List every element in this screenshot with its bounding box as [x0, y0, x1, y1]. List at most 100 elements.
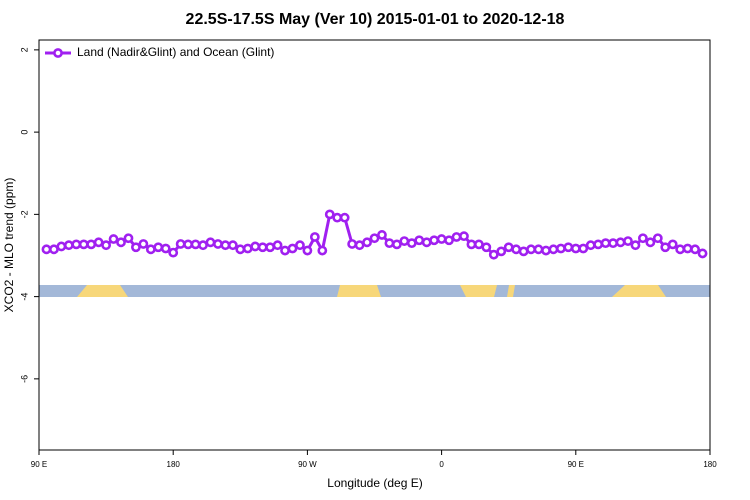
x-tick-label: 90 W — [298, 460, 317, 469]
data-point — [257, 242, 268, 253]
data-point — [578, 243, 589, 254]
data-point — [697, 248, 708, 259]
data-point — [183, 239, 194, 250]
data-point — [205, 237, 216, 248]
data-point — [645, 237, 656, 248]
data-point — [459, 231, 469, 242]
data-point — [369, 233, 380, 244]
land-band — [77, 285, 128, 297]
y-tick-label: 0 — [19, 130, 29, 135]
data-point — [295, 240, 305, 251]
x-axis-label: Longitude (deg E) — [327, 476, 422, 490]
data-point — [638, 233, 648, 244]
legend-marker — [53, 48, 63, 58]
data-point — [526, 244, 536, 255]
data-point — [585, 240, 596, 251]
land-mask — [39, 285, 710, 297]
data-point — [49, 244, 59, 255]
x-tick-label: 180 — [167, 460, 181, 469]
data-point — [324, 209, 335, 220]
data-point — [235, 244, 246, 255]
chart-title: 22.5S-17.5S May (Ver 10) 2015-01-01 to 2… — [186, 11, 565, 28]
data-point — [265, 242, 276, 253]
y-tick-label: 2 — [19, 47, 29, 52]
data-point — [421, 237, 432, 248]
data-point — [190, 239, 201, 250]
x-tick-label: 90 E — [31, 460, 47, 469]
data-point — [71, 239, 82, 250]
data-point — [600, 238, 611, 249]
data-point — [347, 239, 358, 249]
data-point — [377, 230, 387, 240]
data-point — [630, 240, 641, 251]
data-point — [168, 247, 179, 258]
legend: Land (Nadir&Glint) and Ocean (Glint) — [45, 45, 274, 59]
data-point — [399, 236, 410, 246]
data-point — [153, 242, 164, 253]
data-point — [175, 239, 186, 249]
data-point — [160, 243, 171, 254]
data-point — [78, 239, 89, 250]
data-point — [108, 234, 119, 244]
data-point — [354, 240, 365, 251]
data-point — [332, 212, 343, 223]
data-point — [623, 236, 633, 246]
data-point — [481, 242, 492, 253]
data-point — [242, 243, 253, 254]
data-point — [615, 237, 626, 248]
data-point — [675, 244, 686, 255]
data-point — [593, 239, 604, 250]
data-point — [660, 242, 671, 253]
data-point — [518, 246, 529, 257]
land-band — [507, 285, 515, 297]
data-point — [280, 245, 290, 256]
data-point — [473, 239, 484, 250]
data-point — [466, 239, 477, 250]
land-band — [460, 285, 497, 297]
data-point — [451, 232, 462, 242]
data-point — [101, 240, 111, 251]
data-point — [220, 240, 231, 251]
data-point — [652, 233, 663, 244]
x-tick-label: 0 — [439, 460, 444, 469]
data-point — [302, 245, 313, 256]
data-point — [563, 242, 574, 253]
data-point — [93, 237, 104, 248]
data-point — [116, 237, 126, 248]
y-tick-label: -4 — [19, 293, 29, 301]
data-point — [444, 235, 454, 246]
data-point — [41, 244, 52, 255]
data-point — [496, 246, 507, 257]
data-point — [309, 232, 320, 242]
data-point — [123, 233, 134, 244]
data-point — [272, 240, 283, 251]
data-point — [138, 239, 149, 249]
y-axis-label: XCO2 - MLO trend (ppm) — [2, 178, 16, 313]
data-point — [145, 244, 156, 255]
legend-label: Land (Nadir&Glint) and Ocean (Glint) — [77, 45, 274, 59]
land-band — [337, 285, 381, 297]
x-tick-label: 90 E — [568, 460, 584, 469]
data-point — [429, 235, 440, 246]
data-point — [570, 243, 581, 254]
land-band — [612, 285, 666, 297]
plot-frame — [38, 39, 711, 451]
data-point — [384, 238, 395, 249]
data-point — [227, 240, 238, 251]
data-point — [317, 245, 328, 256]
data-point — [362, 237, 372, 248]
data-point — [56, 241, 67, 252]
data-point — [533, 244, 544, 255]
series — [41, 209, 708, 260]
data-point — [608, 238, 618, 249]
data-point — [86, 239, 97, 250]
data-point — [511, 244, 522, 255]
y-tick-label: -6 — [19, 375, 29, 383]
data-point — [541, 245, 551, 256]
data-point — [555, 243, 566, 254]
data-point — [198, 240, 208, 251]
data-point — [131, 242, 141, 253]
data-point — [339, 212, 350, 223]
data-point — [548, 244, 559, 255]
